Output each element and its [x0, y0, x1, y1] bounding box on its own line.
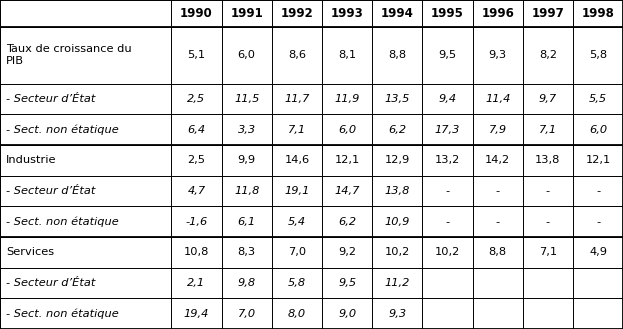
Text: 1995: 1995	[431, 7, 464, 20]
Text: 7,0: 7,0	[237, 309, 255, 319]
Text: -: -	[445, 186, 450, 196]
Text: 3,3: 3,3	[237, 125, 255, 135]
Text: 1998: 1998	[582, 7, 614, 20]
Text: 9,5: 9,5	[338, 278, 356, 288]
Text: 9,3: 9,3	[488, 50, 506, 60]
Text: 7,9: 7,9	[488, 125, 506, 135]
Text: 9,5: 9,5	[439, 50, 457, 60]
Text: 1996: 1996	[482, 7, 514, 20]
Text: 8,8: 8,8	[388, 50, 406, 60]
Text: 10,2: 10,2	[384, 247, 410, 257]
Text: 2,5: 2,5	[188, 155, 206, 165]
Text: 8,6: 8,6	[288, 50, 306, 60]
Text: - Secteur d’État: - Secteur d’État	[6, 186, 95, 196]
Text: -: -	[496, 186, 500, 196]
Text: -: -	[596, 217, 600, 227]
Text: -: -	[496, 217, 500, 227]
Text: 11,8: 11,8	[234, 186, 259, 196]
Text: 13,5: 13,5	[384, 94, 410, 104]
Text: 5,1: 5,1	[188, 50, 206, 60]
Text: 13,2: 13,2	[435, 155, 460, 165]
Text: 9,2: 9,2	[338, 247, 356, 257]
Text: 1992: 1992	[280, 7, 313, 20]
Text: 12,9: 12,9	[384, 155, 410, 165]
Text: 1993: 1993	[331, 7, 363, 20]
Text: 9,7: 9,7	[539, 94, 557, 104]
Text: -1,6: -1,6	[185, 217, 207, 227]
Text: 6,0: 6,0	[237, 50, 255, 60]
Text: 14,6: 14,6	[284, 155, 310, 165]
Text: 7,1: 7,1	[539, 125, 557, 135]
Text: - Sect. non étatique: - Sect. non étatique	[6, 125, 119, 135]
Text: 5,8: 5,8	[589, 50, 607, 60]
Text: 12,1: 12,1	[586, 155, 611, 165]
Text: 10,9: 10,9	[384, 217, 410, 227]
Text: 8,1: 8,1	[338, 50, 356, 60]
Text: 6,2: 6,2	[338, 217, 356, 227]
Text: 8,3: 8,3	[237, 247, 255, 257]
Text: -: -	[546, 217, 550, 227]
Text: -: -	[445, 217, 450, 227]
Text: Industrie: Industrie	[6, 155, 57, 165]
Text: 10,8: 10,8	[184, 247, 209, 257]
Text: 4,7: 4,7	[188, 186, 206, 196]
Text: 5,8: 5,8	[288, 278, 306, 288]
Text: 12,1: 12,1	[335, 155, 359, 165]
Text: 10,2: 10,2	[435, 247, 460, 257]
Text: - Sect. non étatique: - Sect. non étatique	[6, 308, 119, 319]
Text: -: -	[546, 186, 550, 196]
Text: -: -	[596, 186, 600, 196]
Text: 14,2: 14,2	[485, 155, 510, 165]
Text: 1991: 1991	[231, 7, 263, 20]
Text: 13,8: 13,8	[535, 155, 561, 165]
Text: - Secteur d’État: - Secteur d’État	[6, 94, 95, 104]
Text: 2,1: 2,1	[188, 278, 206, 288]
Text: 9,8: 9,8	[237, 278, 255, 288]
Text: 5,5: 5,5	[589, 94, 607, 104]
Text: 8,2: 8,2	[539, 50, 557, 60]
Text: 19,1: 19,1	[284, 186, 310, 196]
Text: 6,0: 6,0	[338, 125, 356, 135]
Text: 11,4: 11,4	[485, 94, 510, 104]
Text: 9,0: 9,0	[338, 309, 356, 319]
Text: 11,7: 11,7	[284, 94, 310, 104]
Text: - Secteur d’État: - Secteur d’État	[6, 278, 95, 288]
Text: Services: Services	[6, 247, 54, 257]
Text: 7,1: 7,1	[539, 247, 557, 257]
Text: 13,8: 13,8	[384, 186, 410, 196]
Text: 9,3: 9,3	[388, 309, 406, 319]
Text: 1994: 1994	[381, 7, 414, 20]
Text: 14,7: 14,7	[335, 186, 359, 196]
Text: 17,3: 17,3	[435, 125, 460, 135]
Text: - Sect. non étatique: - Sect. non étatique	[6, 216, 119, 227]
Text: 8,0: 8,0	[288, 309, 306, 319]
Text: 2,5: 2,5	[188, 94, 206, 104]
Text: 8,8: 8,8	[488, 247, 506, 257]
Text: 4,9: 4,9	[589, 247, 607, 257]
Text: 11,5: 11,5	[234, 94, 259, 104]
Text: 6,2: 6,2	[388, 125, 406, 135]
Text: 7,1: 7,1	[288, 125, 306, 135]
Text: 1990: 1990	[180, 7, 213, 20]
Text: 1997: 1997	[531, 7, 564, 20]
Text: 7,0: 7,0	[288, 247, 306, 257]
Text: 19,4: 19,4	[184, 309, 209, 319]
Text: 6,0: 6,0	[589, 125, 607, 135]
Text: 9,4: 9,4	[439, 94, 457, 104]
Text: 11,2: 11,2	[384, 278, 410, 288]
Text: 6,1: 6,1	[237, 217, 255, 227]
Text: 11,9: 11,9	[335, 94, 359, 104]
Text: Taux de croissance du
PIB: Taux de croissance du PIB	[6, 44, 132, 66]
Text: 5,4: 5,4	[288, 217, 306, 227]
Text: 9,9: 9,9	[237, 155, 255, 165]
Text: 6,4: 6,4	[188, 125, 206, 135]
